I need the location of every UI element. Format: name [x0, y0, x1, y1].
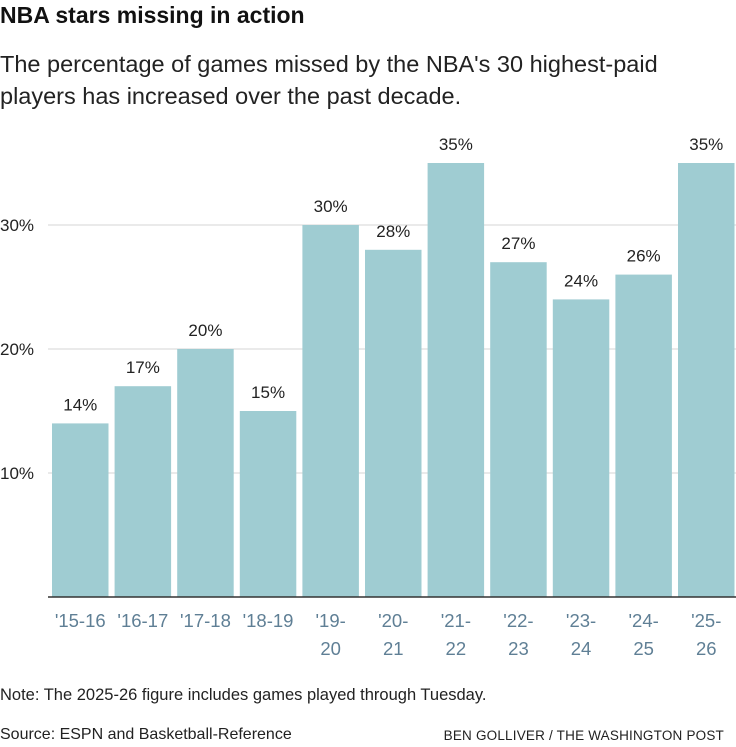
data-label: 28%: [376, 222, 410, 241]
bar: [427, 163, 485, 597]
bar: [302, 225, 359, 597]
bar: [52, 423, 109, 597]
data-label: 35%: [439, 135, 473, 154]
bar-chart: 10% 20% 30% 14% '15-16 17% '16-17 20% '17-18 15% '…: [0, 135, 736, 659]
x-tick-label: '24-25: [629, 610, 659, 659]
data-label: 20%: [188, 321, 222, 340]
y-tick-label: 20%: [0, 340, 34, 359]
data-label: 30%: [314, 197, 348, 216]
x-tick-label: '23-24: [566, 610, 596, 659]
bar: [239, 411, 297, 597]
chart-title: NBA stars missing in action: [0, 2, 305, 28]
chart-subtitle: The percentage of games missed by the NB…: [0, 51, 658, 109]
data-label: 26%: [627, 247, 661, 266]
x-tick-label: '25-26: [691, 610, 721, 659]
bar: [177, 349, 234, 597]
bar: [678, 163, 735, 597]
data-label: 14%: [63, 395, 97, 414]
bar: [552, 299, 610, 597]
x-tick-label: '21-22: [441, 610, 471, 659]
x-tick-label: '18-19: [243, 610, 294, 631]
chart-source: Source: ESPN and Basketball-Reference: [0, 726, 292, 743]
bar: [365, 249, 422, 598]
chart-credit: BEN GOLLIVER / THE WASHINGTON POST: [443, 728, 724, 743]
data-label: 35%: [689, 135, 723, 154]
x-tick-label: '16-17: [117, 610, 168, 631]
y-tick-label: 30%: [0, 216, 34, 235]
bar: [490, 262, 547, 597]
bar: [114, 386, 172, 597]
data-label: 24%: [564, 271, 598, 290]
x-tick-label: '22-23: [503, 610, 533, 659]
x-tick-label: '15-16: [55, 610, 106, 631]
y-tick-label: 10%: [0, 464, 34, 483]
x-tick-label: '17-18: [180, 610, 231, 631]
data-label: 17%: [126, 358, 160, 377]
x-tick-label: '19-20: [316, 610, 346, 659]
x-tick-label: '20-21: [378, 610, 408, 659]
data-label: 27%: [501, 234, 535, 253]
data-label: 15%: [251, 383, 285, 402]
bar: [615, 274, 672, 597]
chart-note: Note: The 2025-26 figure includes games …: [0, 686, 487, 704]
